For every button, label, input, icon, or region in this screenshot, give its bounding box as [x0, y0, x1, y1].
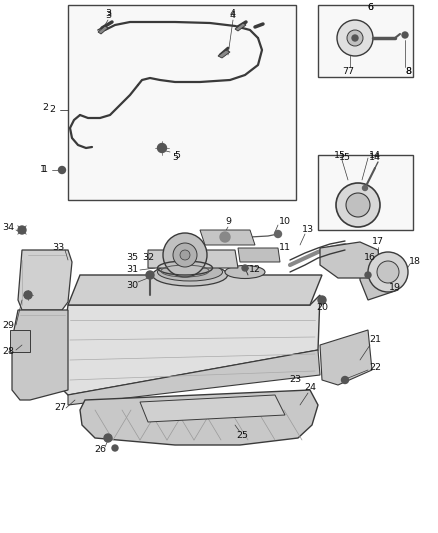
Text: 1: 1 — [40, 166, 46, 174]
Text: 19: 19 — [389, 284, 401, 293]
Text: 10: 10 — [279, 217, 291, 227]
Polygon shape — [68, 275, 322, 305]
Bar — [68, 5, 296, 200]
Text: 8: 8 — [405, 68, 411, 77]
Polygon shape — [12, 310, 68, 400]
Circle shape — [180, 250, 190, 260]
Polygon shape — [68, 350, 320, 405]
Polygon shape — [235, 23, 246, 31]
Text: 6: 6 — [367, 4, 373, 12]
Text: 34: 34 — [2, 223, 14, 232]
Text: 7: 7 — [347, 68, 353, 77]
Text: 31: 31 — [126, 265, 138, 274]
Text: 8: 8 — [405, 68, 411, 77]
Ellipse shape — [152, 264, 227, 286]
Circle shape — [318, 296, 326, 304]
Circle shape — [220, 232, 230, 242]
Text: 3: 3 — [105, 11, 111, 20]
Circle shape — [18, 226, 26, 234]
Polygon shape — [238, 248, 280, 262]
Polygon shape — [320, 330, 372, 385]
Circle shape — [368, 252, 408, 292]
Circle shape — [163, 233, 207, 277]
Text: 33: 33 — [52, 244, 64, 253]
Text: 14: 14 — [369, 150, 381, 159]
Text: 4: 4 — [230, 11, 236, 20]
Polygon shape — [218, 50, 230, 58]
Circle shape — [104, 434, 112, 442]
Circle shape — [347, 30, 363, 46]
Polygon shape — [80, 390, 318, 445]
Text: 5: 5 — [174, 150, 180, 159]
Polygon shape — [140, 395, 285, 422]
Text: 3: 3 — [105, 10, 111, 19]
Bar — [318, 5, 413, 77]
Polygon shape — [200, 230, 255, 245]
Circle shape — [59, 166, 66, 174]
Text: 4: 4 — [229, 10, 235, 19]
Text: 18: 18 — [409, 257, 421, 266]
Text: 17: 17 — [372, 238, 384, 246]
Circle shape — [352, 35, 358, 41]
Text: 14: 14 — [369, 152, 381, 161]
Text: 32: 32 — [142, 254, 154, 262]
Text: 25: 25 — [236, 431, 248, 440]
Text: 35: 35 — [126, 254, 138, 262]
Text: 23: 23 — [289, 376, 301, 384]
Polygon shape — [360, 258, 398, 300]
Ellipse shape — [225, 265, 265, 279]
Text: 15: 15 — [339, 152, 351, 161]
Text: 6: 6 — [367, 3, 373, 12]
Text: 30: 30 — [126, 280, 138, 289]
Text: 20: 20 — [316, 303, 328, 312]
Polygon shape — [98, 26, 108, 34]
Text: 27: 27 — [54, 403, 66, 413]
Text: 28: 28 — [2, 348, 14, 357]
Text: 9: 9 — [225, 217, 231, 227]
Text: 2: 2 — [42, 102, 48, 111]
Text: 2: 2 — [49, 106, 55, 115]
Circle shape — [402, 32, 408, 38]
Text: 22: 22 — [369, 364, 381, 373]
Text: 24: 24 — [304, 384, 316, 392]
Polygon shape — [148, 250, 238, 268]
Circle shape — [346, 193, 370, 217]
Circle shape — [158, 143, 166, 152]
Text: 11: 11 — [279, 244, 291, 253]
Text: 12: 12 — [249, 265, 261, 274]
Circle shape — [146, 271, 154, 279]
Ellipse shape — [158, 263, 223, 281]
Circle shape — [242, 265, 248, 271]
Polygon shape — [10, 330, 30, 352]
Circle shape — [275, 230, 282, 238]
Circle shape — [377, 261, 399, 283]
Text: 1: 1 — [42, 166, 48, 174]
Text: 15: 15 — [334, 150, 346, 159]
Text: 29: 29 — [2, 320, 14, 329]
Text: 21: 21 — [369, 335, 381, 344]
Polygon shape — [18, 250, 72, 310]
Circle shape — [336, 183, 380, 227]
Circle shape — [112, 445, 118, 451]
Text: 7: 7 — [342, 68, 348, 77]
Circle shape — [337, 20, 373, 56]
Circle shape — [363, 185, 367, 190]
Text: 26: 26 — [94, 446, 106, 455]
Text: 13: 13 — [302, 225, 314, 235]
Circle shape — [24, 291, 32, 299]
Circle shape — [173, 243, 197, 267]
Circle shape — [365, 272, 371, 278]
Bar — [318, 155, 413, 230]
Text: 16: 16 — [364, 254, 376, 262]
Circle shape — [342, 376, 349, 384]
Text: 5: 5 — [172, 154, 178, 163]
Polygon shape — [58, 295, 320, 395]
Polygon shape — [320, 242, 380, 278]
